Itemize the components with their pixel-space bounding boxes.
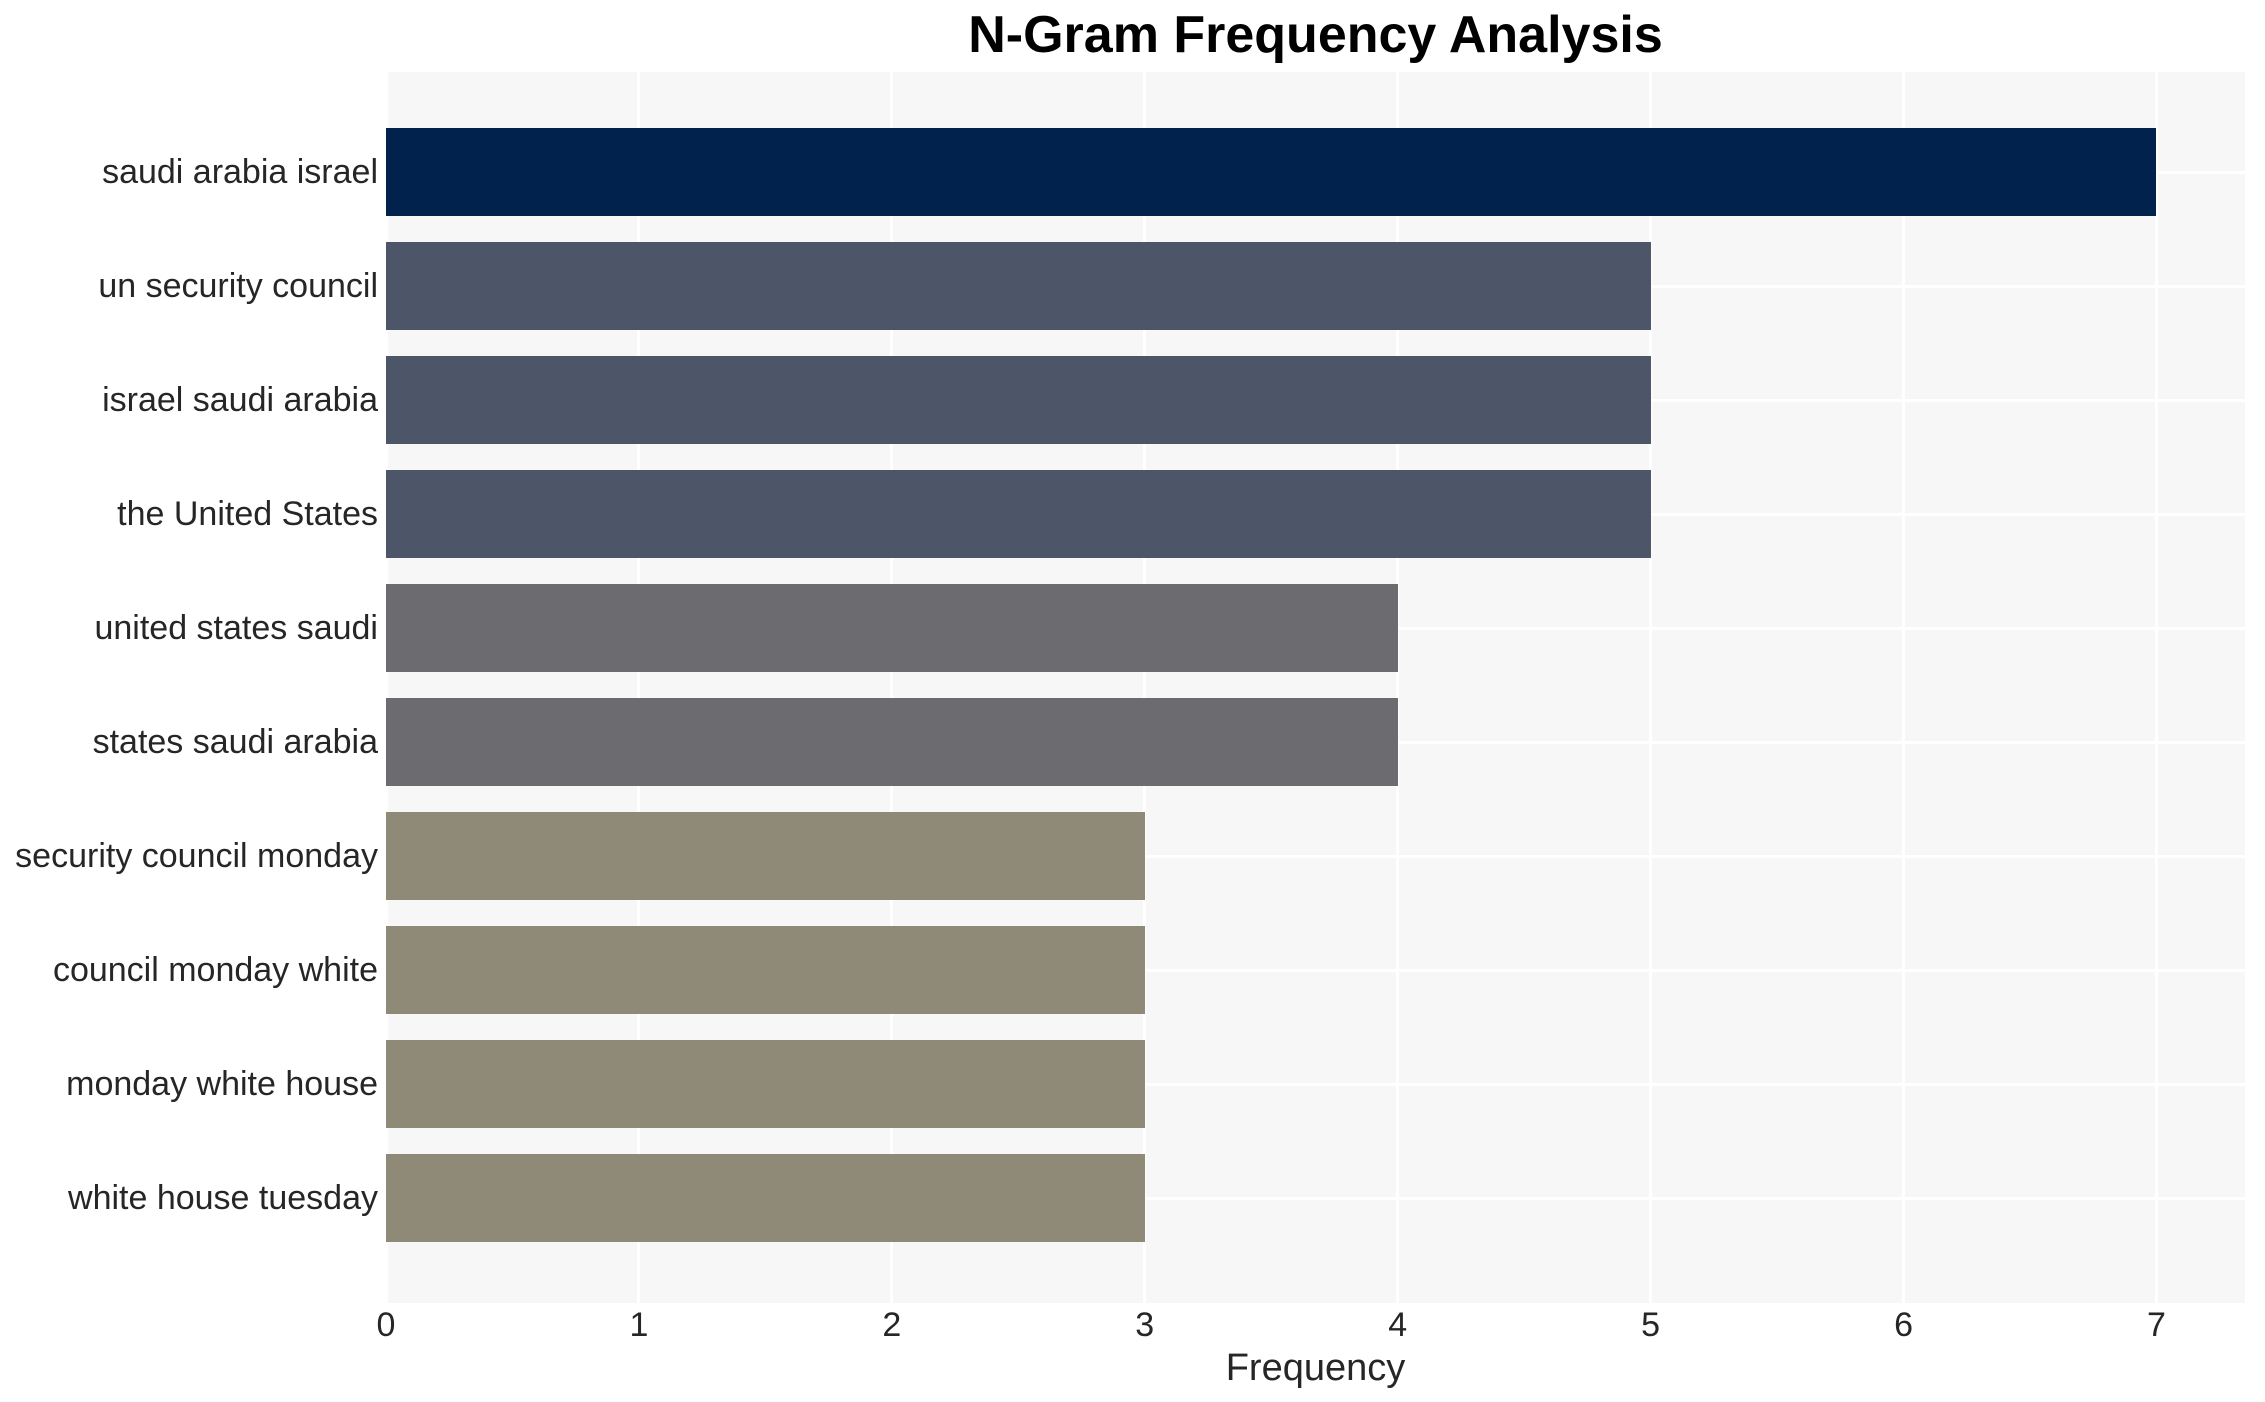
x-axis-tick-4: 4	[1388, 1306, 1408, 1344]
gridline-vertical	[1143, 72, 1147, 1303]
y-axis-label-saudi-arabia-israel: saudi arabia israel	[102, 153, 378, 191]
y-axis-label-white-house-tuesday: white house tuesday	[68, 1179, 378, 1217]
chart-title: N-Gram Frequency Analysis	[968, 6, 1663, 64]
gridline-vertical	[1902, 72, 1906, 1303]
gridline-vertical	[1396, 72, 1400, 1303]
x-axis-label: Frequency	[1225, 1347, 1406, 1389]
bar-white-house-tuesday	[386, 1154, 1145, 1242]
bar-united-states-saudi	[386, 584, 1398, 672]
bar-states-saudi-arabia	[386, 698, 1398, 786]
y-axis-label-security-council-monday: security council monday	[15, 837, 378, 875]
y-axis-label-israel-saudi-arabia: israel saudi arabia	[102, 381, 378, 419]
bar-israel-saudi-arabia	[386, 356, 1651, 444]
plot-area	[384, 72, 2245, 1303]
bar-security-council-monday	[386, 812, 1145, 900]
gridline-vertical	[1649, 72, 1653, 1303]
y-axis-label-un-security-council: un security council	[98, 267, 378, 305]
x-axis-tick-1: 1	[629, 1306, 649, 1344]
gridline-horizontal	[386, 854, 2245, 858]
bar-monday-white-house	[386, 1040, 1145, 1128]
gridline-vertical	[2154, 72, 2158, 1303]
y-axis-label-united-states-saudi: united states saudi	[94, 609, 378, 647]
y-axis-label-the-united-states: the United States	[117, 495, 378, 533]
bar-council-monday-white	[386, 926, 1145, 1014]
gridline-vertical	[384, 72, 388, 1303]
gridline-horizontal	[386, 968, 2245, 972]
gridline-vertical	[890, 72, 894, 1303]
gridline-horizontal	[386, 1196, 2245, 1200]
gridline-horizontal	[386, 1082, 2245, 1086]
bar-the-united-states	[386, 470, 1651, 558]
y-axis-label-council-monday-white: council monday white	[52, 951, 378, 989]
x-axis-tick-0: 0	[376, 1306, 396, 1344]
x-axis-tick-2: 2	[882, 1306, 902, 1344]
x-axis-tick-5: 5	[1641, 1306, 1661, 1344]
x-axis-tick-6: 6	[1894, 1306, 1914, 1344]
bar-un-security-council	[386, 242, 1651, 330]
y-axis-label-states-saudi-arabia: states saudi arabia	[92, 723, 378, 761]
x-axis-tick-3: 3	[1135, 1306, 1155, 1344]
y-axis-label-monday-white-house: monday white house	[66, 1065, 378, 1103]
gridline-vertical	[637, 72, 641, 1303]
bar-saudi-arabia-israel	[386, 128, 2157, 216]
x-axis-tick-7: 7	[2147, 1306, 2166, 1344]
